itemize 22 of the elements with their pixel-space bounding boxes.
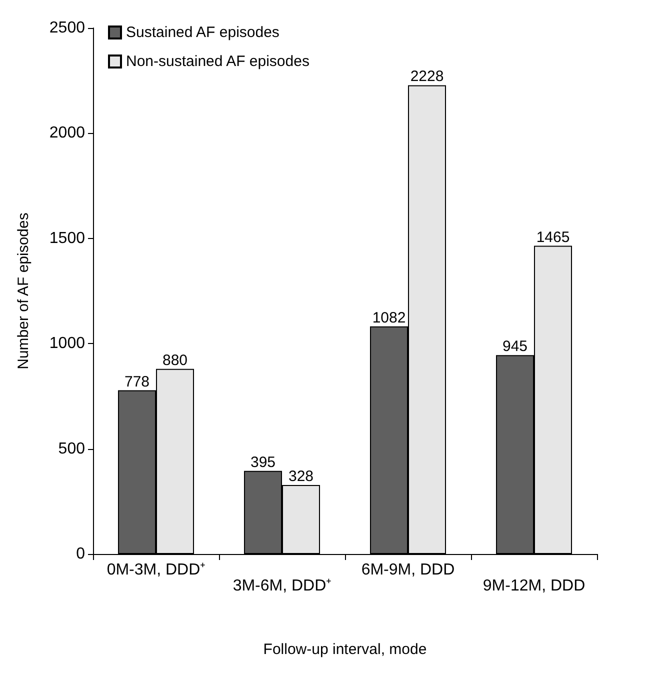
y-tick-label: 2500 xyxy=(49,20,86,36)
x-tick-label: 6M-9M, DDD xyxy=(361,562,455,578)
y-tick-label: 1000 xyxy=(49,335,86,352)
x-tick-label: 9M-12M, DDD xyxy=(482,578,586,594)
x-tick-label: 0M-3M, DDD⁺ xyxy=(106,562,206,578)
data-label: 328 xyxy=(288,468,314,485)
x-axis-title: Follow-up interval, mode xyxy=(263,641,427,658)
data-label: 2228 xyxy=(410,68,444,86)
legend-label: Non-sustained AF episodes xyxy=(126,53,310,70)
data-label: 778 xyxy=(124,373,150,390)
data-label: 880 xyxy=(162,352,188,369)
data-label: 395 xyxy=(250,454,276,471)
legend-label: Sustained AF episodes xyxy=(126,24,280,41)
data-label: 1082 xyxy=(372,309,406,326)
data-label: 945 xyxy=(502,338,528,356)
y-tick-label: 0 xyxy=(76,546,86,562)
y-tick-label: 1500 xyxy=(49,230,86,247)
y-axis-title: Number of AF episodes xyxy=(15,212,32,370)
y-tick-label: 2000 xyxy=(49,124,86,142)
data-label: 1465 xyxy=(536,228,570,246)
y-tick-label: 500 xyxy=(58,440,86,458)
x-tick-label: 3M-6M, DDD⁺ xyxy=(232,578,332,594)
